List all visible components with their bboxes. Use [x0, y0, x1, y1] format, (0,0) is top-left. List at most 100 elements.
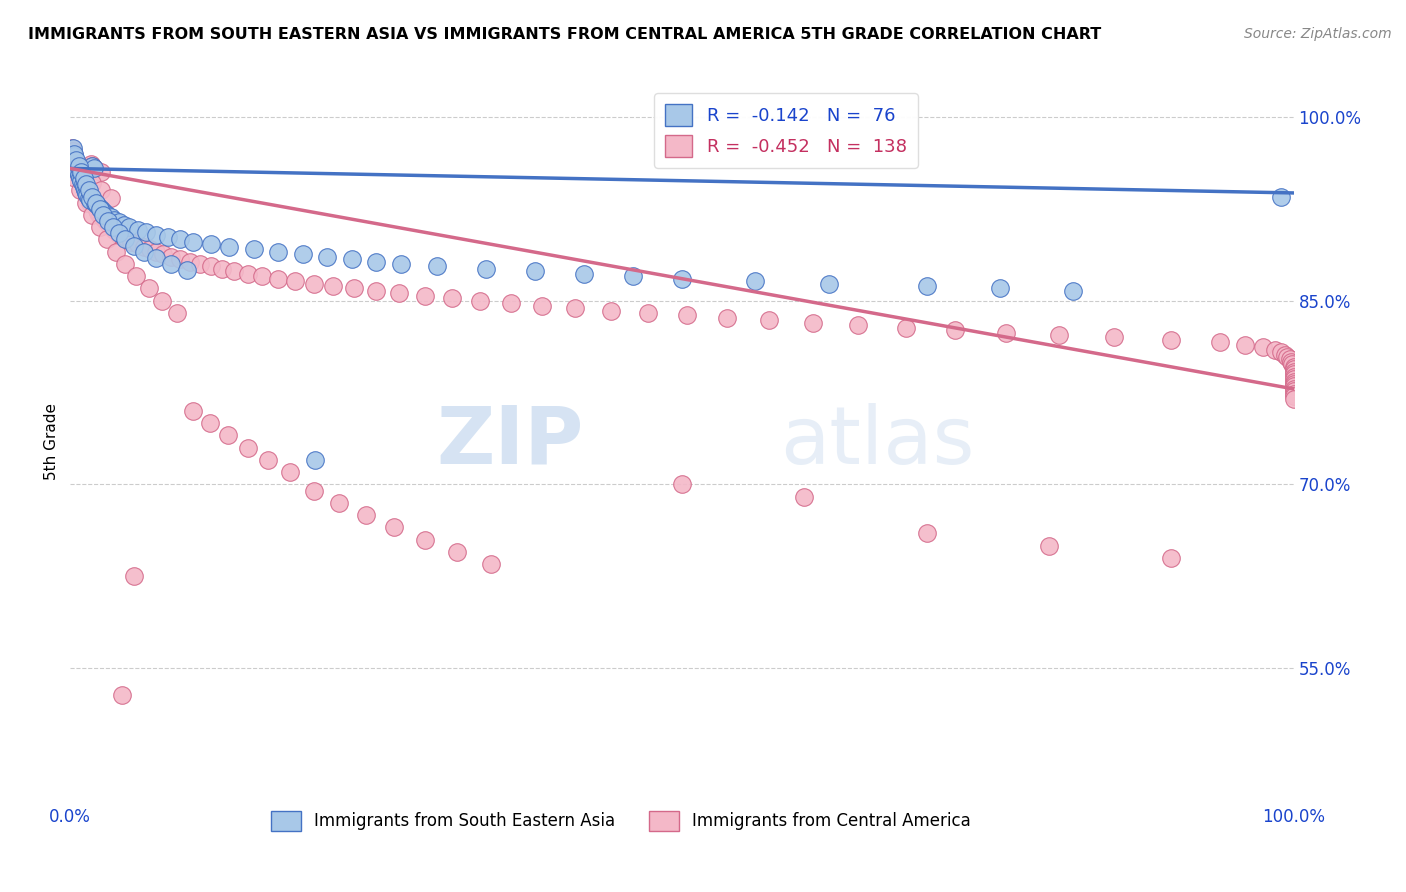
- Point: [1209, 335, 1232, 350]
- Point: [440, 291, 463, 305]
- Point: [63, 171, 86, 186]
- Point: [103, 213, 125, 227]
- Text: Source: ZipAtlas.com: Source: ZipAtlas.com: [1244, 27, 1392, 41]
- Point: [181, 235, 204, 249]
- Point: [224, 264, 246, 278]
- Point: [675, 309, 697, 323]
- Point: [413, 533, 436, 547]
- Point: [80, 156, 103, 170]
- Point: [637, 306, 659, 320]
- Point: [915, 279, 938, 293]
- Point: [79, 195, 101, 210]
- Point: [716, 310, 738, 325]
- Point: [72, 174, 94, 188]
- Point: [93, 205, 115, 219]
- Point: [70, 174, 93, 188]
- Point: [135, 225, 157, 239]
- Point: [846, 318, 869, 333]
- Point: [63, 148, 86, 162]
- Point: [72, 178, 94, 192]
- Point: [159, 257, 181, 271]
- Point: [1282, 384, 1305, 399]
- Point: [105, 225, 128, 239]
- Point: [82, 176, 104, 190]
- Point: [104, 244, 127, 259]
- Point: [284, 274, 307, 288]
- Point: [145, 251, 167, 265]
- Point: [211, 261, 233, 276]
- Point: [77, 191, 100, 205]
- Point: [77, 192, 100, 206]
- Point: [86, 198, 108, 212]
- Point: [793, 490, 815, 504]
- Point: [65, 153, 87, 167]
- Point: [179, 254, 201, 268]
- Point: [108, 227, 131, 242]
- Point: [84, 201, 107, 215]
- Point: [98, 218, 121, 232]
- Point: [67, 161, 90, 176]
- Point: [384, 520, 406, 534]
- Point: [1282, 365, 1305, 379]
- Point: [66, 165, 89, 179]
- Point: [166, 306, 188, 320]
- Point: [280, 465, 302, 479]
- Point: [63, 149, 86, 163]
- Text: ZIP: ZIP: [437, 402, 583, 481]
- Point: [1251, 340, 1274, 354]
- Point: [75, 185, 97, 199]
- Point: [115, 232, 138, 246]
- Point: [101, 220, 124, 235]
- Point: [73, 179, 96, 194]
- Point: [73, 169, 96, 183]
- Point: [236, 267, 259, 281]
- Point: [63, 156, 86, 170]
- Point: [60, 141, 83, 155]
- Point: [1282, 389, 1305, 403]
- Point: [817, 277, 839, 291]
- Point: [524, 264, 547, 278]
- Point: [1282, 379, 1305, 393]
- Point: [1282, 367, 1305, 381]
- Point: [111, 688, 134, 702]
- Point: [91, 208, 114, 222]
- Point: [139, 242, 162, 256]
- Point: [1102, 330, 1125, 344]
- Point: [89, 220, 111, 235]
- Point: [1233, 338, 1256, 352]
- Point: [82, 189, 104, 203]
- Point: [200, 237, 222, 252]
- Point: [995, 326, 1018, 340]
- Point: [63, 153, 86, 167]
- Point: [75, 178, 97, 192]
- Point: [1282, 372, 1305, 386]
- Point: [84, 195, 107, 210]
- Point: [90, 165, 112, 179]
- Point: [69, 166, 91, 180]
- Point: [1282, 369, 1305, 384]
- Point: [943, 323, 966, 337]
- Point: [67, 162, 90, 177]
- Point: [1282, 382, 1305, 396]
- Point: [801, 316, 824, 330]
- Point: [343, 281, 366, 295]
- Point: [159, 250, 181, 264]
- Point: [744, 274, 766, 288]
- Point: [152, 247, 174, 261]
- Point: [125, 269, 148, 284]
- Point: [198, 416, 221, 430]
- Point: [118, 220, 141, 235]
- Text: IMMIGRANTS FROM SOUTH EASTERN ASIA VS IMMIGRANTS FROM CENTRAL AMERICA 5TH GRADE : IMMIGRANTS FROM SOUTH EASTERN ASIA VS IM…: [28, 27, 1101, 42]
- Point: [138, 281, 160, 295]
- Point: [108, 227, 131, 241]
- Point: [73, 171, 96, 186]
- Point: [1270, 345, 1292, 359]
- Point: [83, 161, 105, 176]
- Y-axis label: 5th Grade: 5th Grade: [44, 403, 59, 480]
- Point: [1270, 189, 1292, 203]
- Point: [1282, 359, 1305, 374]
- Point: [758, 313, 780, 327]
- Point: [108, 215, 131, 229]
- Point: [1279, 355, 1302, 369]
- Point: [122, 238, 145, 252]
